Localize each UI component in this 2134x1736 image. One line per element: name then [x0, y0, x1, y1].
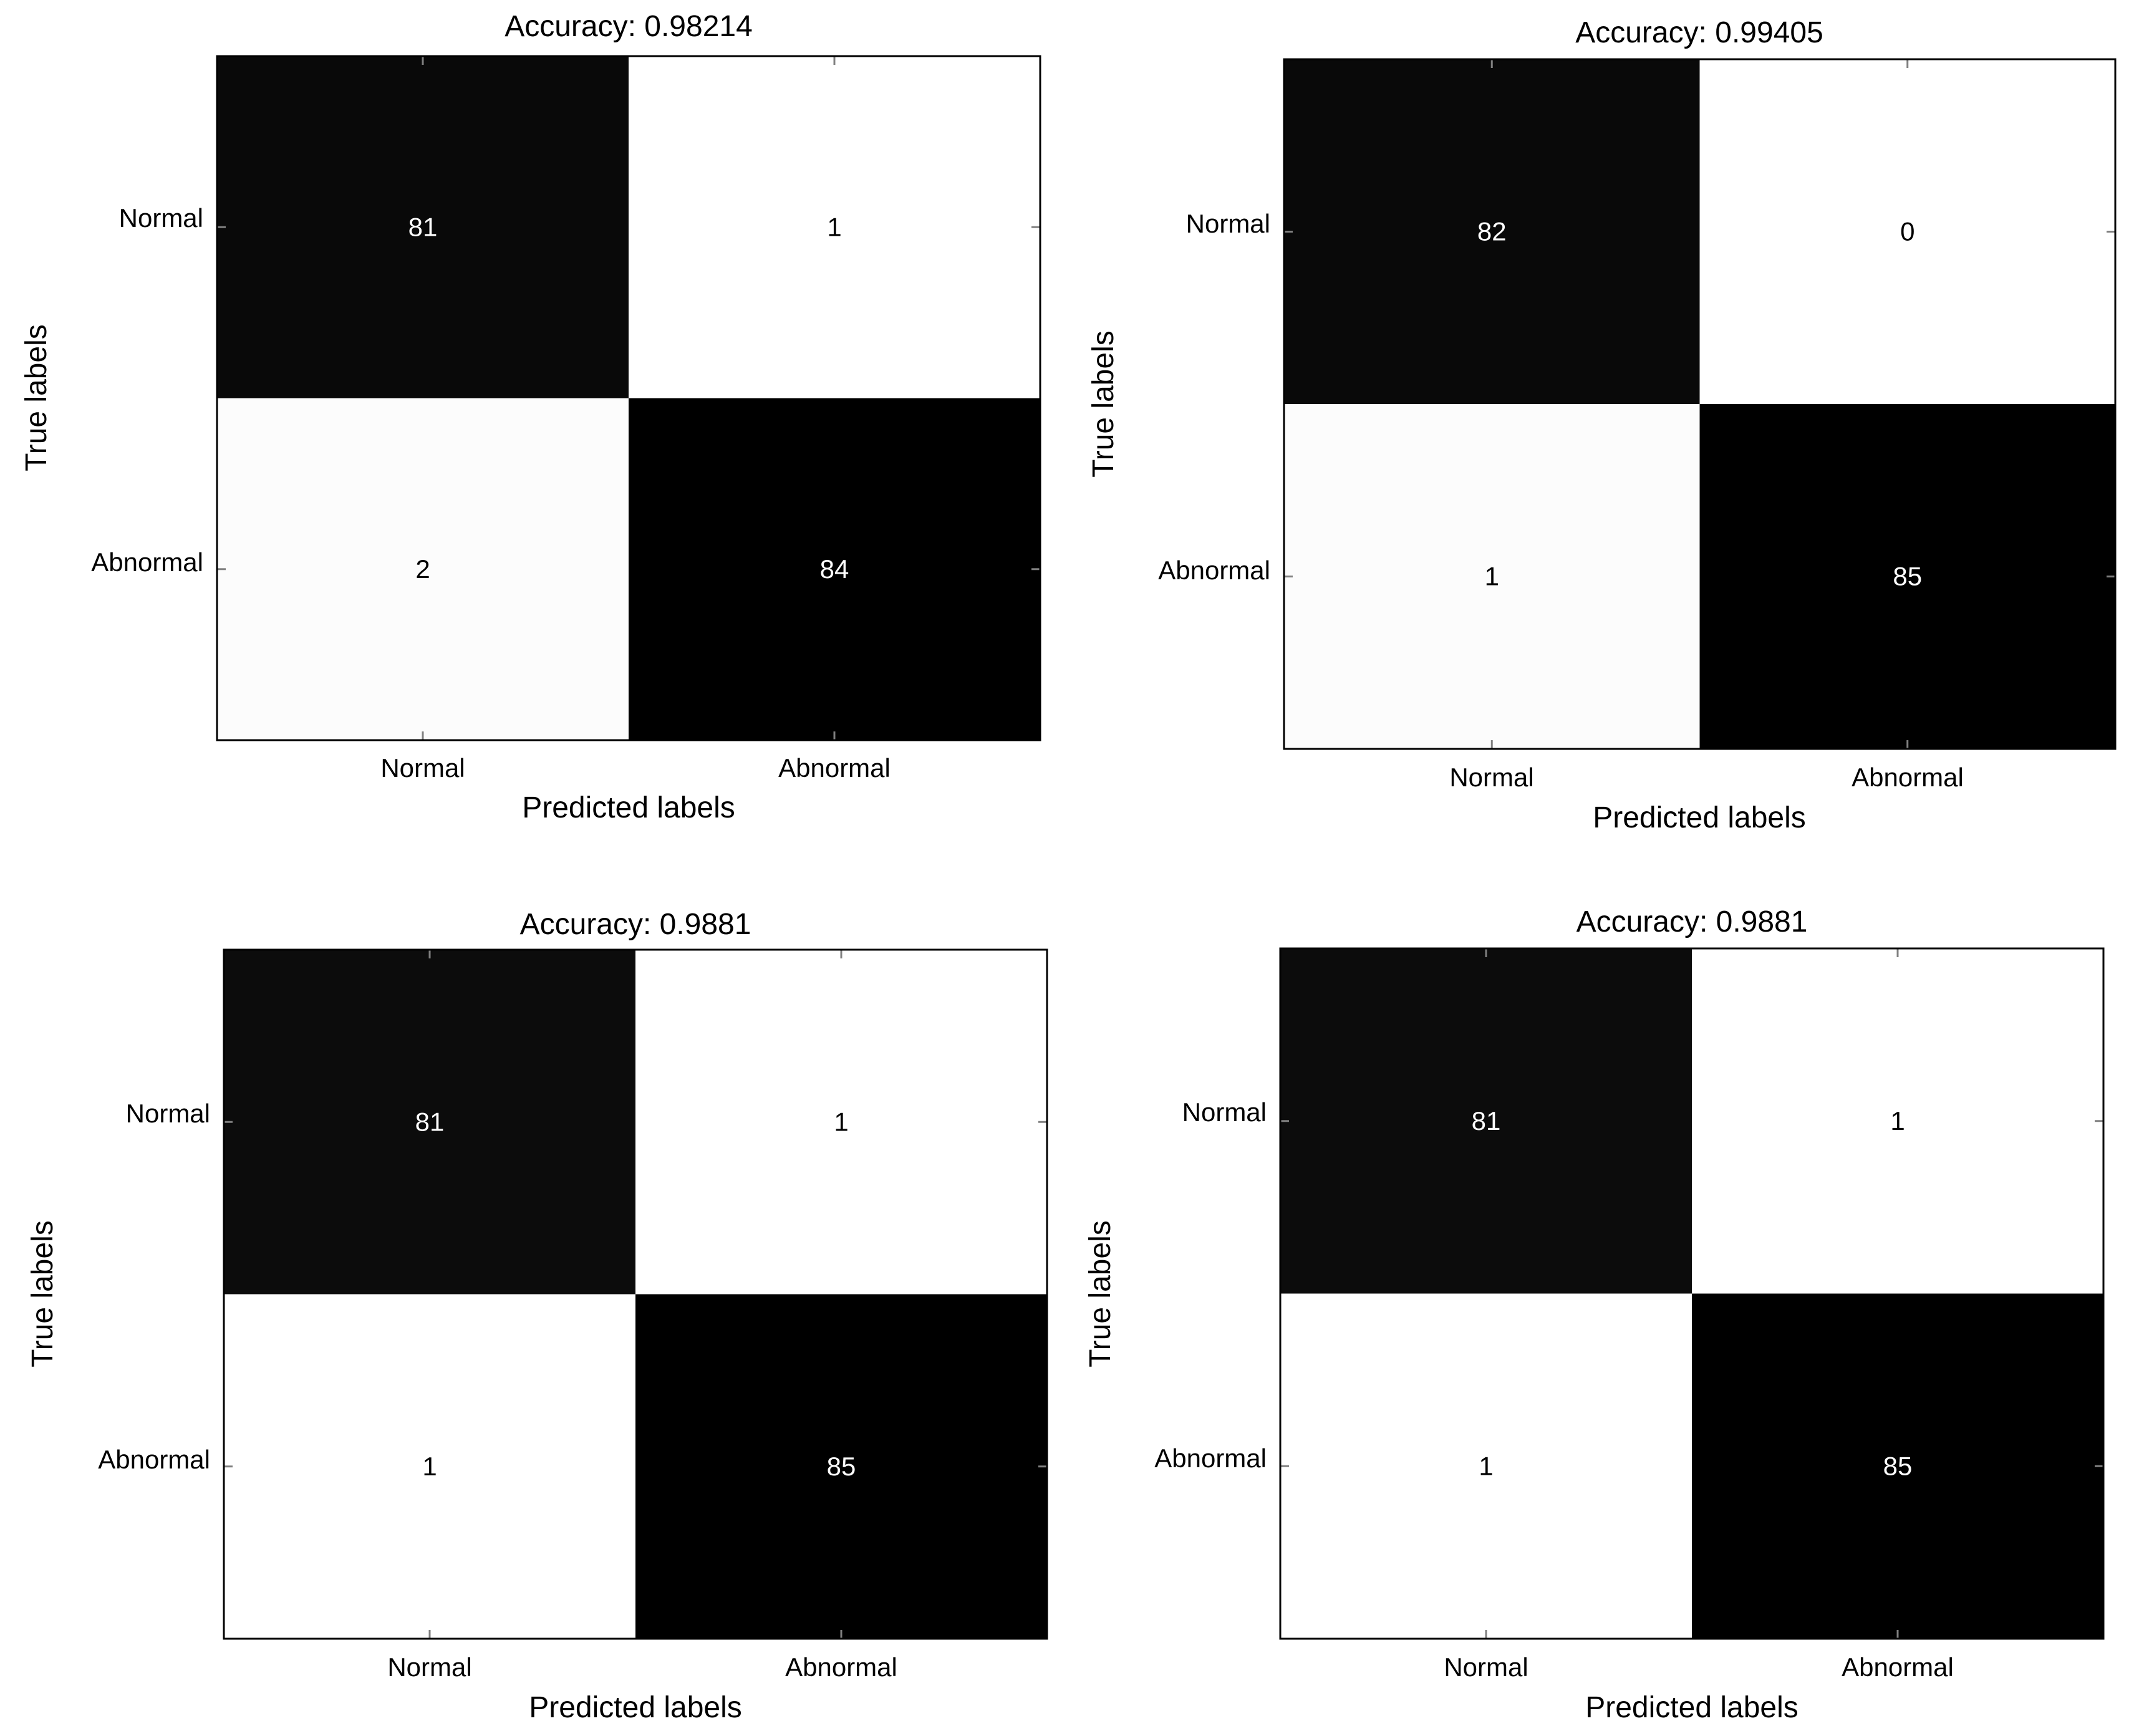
chart-3-ticks: [224, 950, 1047, 1639]
chart-1-x-axis-label: Predicted labels: [522, 791, 735, 824]
chart-4-cell-value-r0-c0: 81: [1472, 1106, 1501, 1136]
chart-2-title: Accuracy: 0.99405: [1575, 16, 1823, 49]
chart-1-cell-r0-c0: [217, 56, 629, 398]
chart-4-cell-value-r1-c1: 85: [1883, 1451, 1913, 1480]
chart-1-cell-value-r0-c1: 1: [827, 212, 841, 241]
chart-4-x-tick-normal: Normal: [1444, 1652, 1528, 1682]
chart-1-x-tick-normal: Normal: [380, 753, 465, 783]
chart-3-y-axis-label: True labels: [26, 1220, 59, 1367]
chart-3-x-tick-abnormal: Abnormal: [785, 1652, 897, 1682]
chart-1-cell-r1-c0: [217, 398, 629, 741]
chart-1-ticks: [217, 56, 1040, 740]
chart-2-y-tick-normal: Normal: [1186, 209, 1270, 238]
chart-4-y-tick-normal: Normal: [1182, 1097, 1267, 1127]
chart-4-y-tick-abnormal: Abnormal: [1154, 1444, 1267, 1473]
chart-4-x-axis-label: Predicted labels: [1585, 1691, 1798, 1724]
chart-3-cell-value-r1-c1: 85: [827, 1452, 856, 1481]
chart-2-cell-value-r1-c0: 1: [1485, 562, 1499, 591]
chart-4-y-axis-label: True labels: [1084, 1220, 1117, 1367]
chart-4-cell-r0-c0: [1280, 948, 1692, 1294]
chart-3-title: Accuracy: 0.9881: [520, 908, 751, 941]
chart-3-x-axis-label: Predicted labels: [529, 1691, 742, 1724]
chart-4-cell-value-r0-c1: 1: [1890, 1106, 1905, 1136]
chart-4-x-tick-abnormal: Abnormal: [1842, 1652, 1954, 1682]
chart-4-cell-r1-c0: [1280, 1293, 1692, 1639]
chart-3-cell-r0-c0: [224, 950, 636, 1295]
chart-4-cell-r1-c1: [1692, 1293, 2104, 1639]
chart-1-x-tick-abnormal: Abnormal: [778, 753, 891, 783]
chart-1-y-tick-abnormal: Abnormal: [91, 547, 203, 577]
chart-4: Accuracy: 0.9881 81 11 85 Normal Abnormal …: [1084, 905, 2105, 1724]
chart-2-cell-r1-c1: [1699, 404, 2116, 750]
chart-2: Accuracy: 0.99405 82 0 1 85 Normal Abnormal…: [1087, 16, 2117, 834]
chart-4-cell-value-r1-c0: 1: [1479, 1451, 1493, 1480]
chart-2-ticks: [1284, 59, 2115, 749]
chart-2-cells: 82 0 1 85: [1284, 59, 2116, 750]
chart-3-cells: 81 1 1 85: [224, 950, 1048, 1639]
chart-3-frame: [223, 948, 1048, 1640]
chart-2-frame: [1283, 58, 2117, 750]
chart-3-y-tick-normal: Normal: [126, 1099, 210, 1128]
chart-1-cell-r1-c1: [629, 398, 1041, 741]
chart-1-y-axis-label: True labels: [20, 324, 53, 471]
chart-3: Accuracy: 0.9881 81 11 85 Normal Abnormal …: [26, 908, 1048, 1724]
chart-2-y-tick-abnormal: Abnormal: [1158, 556, 1270, 585]
chart-1-cell-r0-c1: [629, 56, 1041, 398]
chart-2-cell-r1-c0: [1284, 404, 1700, 750]
chart-3-x-tick-normal: Normal: [387, 1652, 471, 1682]
chart-1-cell-value-r1-c0: 2: [415, 554, 430, 584]
chart-1-cells: 81 1 2 84: [217, 56, 1041, 741]
chart-3-y-tick-abnormal: Abnormal: [98, 1445, 210, 1474]
chart-1-cell-value-r0-c0: 81: [408, 212, 438, 241]
chart-3-cell-value-r1-c0: 1: [422, 1452, 437, 1481]
chart-2-y-axis-label: True labels: [1087, 330, 1120, 478]
chart-4-ticks: [1280, 948, 2103, 1639]
chart-4-title: Accuracy: 0.9881: [1576, 905, 1808, 938]
chart-2-x-axis-label: Predicted labels: [1593, 801, 1806, 834]
chart-2-x-tick-abnormal: Abnormal: [1852, 763, 1964, 792]
chart-2-x-tick-normal: Normal: [1449, 763, 1533, 792]
chart-1-frame: [216, 55, 1041, 741]
chart-4-cell-r0-c1: [1692, 948, 2104, 1294]
chart-1-title: Accuracy: 0.98214: [505, 10, 753, 43]
chart-3-cell-r1-c0: [224, 1294, 636, 1639]
chart-1: Accuracy: 0.98214 81 1 2 84 Normal Abnormal…: [20, 10, 1041, 824]
chart-4-frame: [1279, 947, 2105, 1640]
chart-3-cell-r0-c1: [635, 950, 1048, 1295]
chart-2-cell-value-r0-c1: 0: [1900, 217, 1914, 246]
chart-3-cell-value-r0-c0: 81: [415, 1107, 445, 1136]
chart-3-cell-value-r0-c1: 1: [834, 1107, 848, 1136]
chart-1-y-tick-normal: Normal: [119, 203, 203, 233]
chart-4-cells: 81 1 1 85: [1280, 948, 2104, 1639]
chart-2-cell-value-r0-c0: 82: [1477, 217, 1507, 246]
chart-2-cell-r0-c0: [1284, 59, 1700, 405]
chart-1-cell-value-r1-c1: 84: [820, 554, 849, 584]
chart-3-cell-r1-c1: [635, 1294, 1048, 1639]
chart-2-cell-value-r1-c1: 85: [1893, 562, 1922, 591]
chart-2-cell-r0-c1: [1699, 59, 2116, 405]
